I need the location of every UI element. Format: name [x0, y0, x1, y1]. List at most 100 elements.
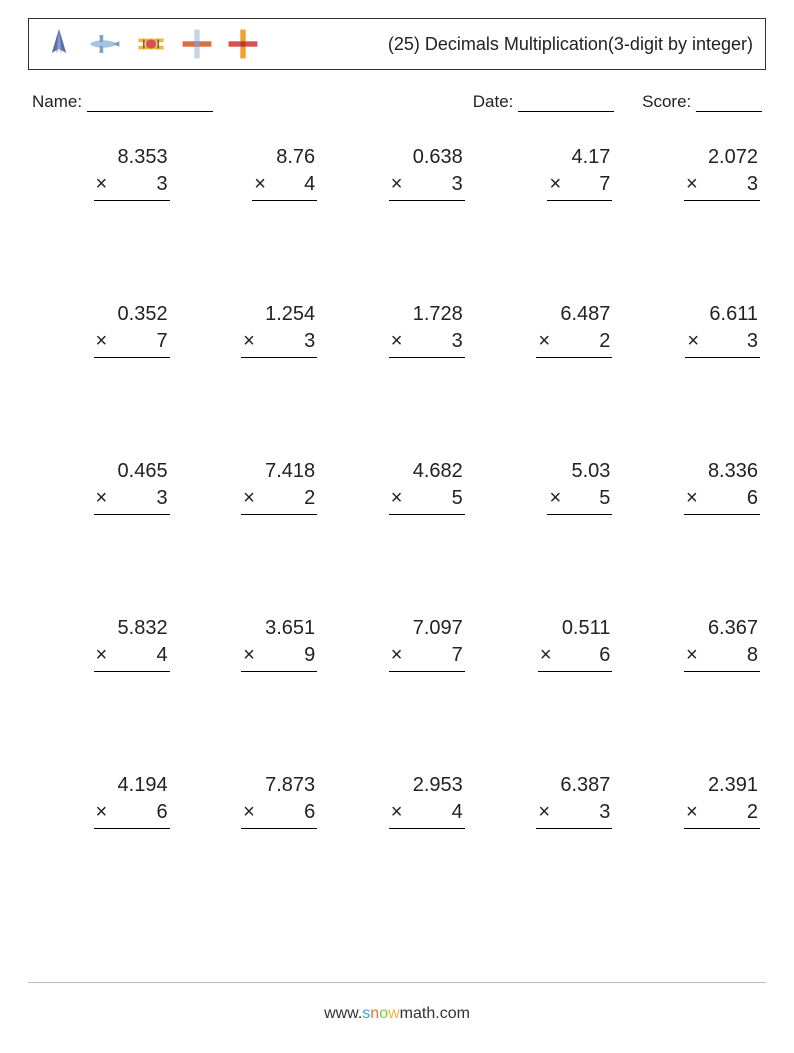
operator: × [684, 799, 698, 826]
multiplier: 9 [268, 642, 315, 669]
problem: 7.418× 2 [182, 458, 318, 515]
cross-plane2-icon [225, 26, 261, 62]
problem: 2.391× 2 [624, 772, 760, 829]
multiplicand: 7.418 [241, 458, 317, 485]
multiplicand: 4.17 [547, 144, 612, 171]
problem: 4.17×7 [477, 144, 613, 201]
jet-plane-icon [87, 26, 123, 62]
multiplicand: 2.072 [684, 144, 760, 171]
multiplier: 2 [711, 799, 758, 826]
multiplier: 4 [120, 642, 167, 669]
operator: × [252, 171, 266, 198]
multiplier: 7 [416, 642, 463, 669]
operator: × [241, 485, 255, 512]
multiplicand: 7.873 [241, 772, 317, 799]
multiplicand: 3.651 [241, 615, 317, 642]
operator: × [389, 171, 403, 198]
operator: × [684, 171, 698, 198]
problem: 4.194× 6 [34, 772, 170, 829]
footer-rule [28, 982, 766, 983]
footer-w: w [388, 1005, 400, 1022]
multiplier: 4 [416, 799, 463, 826]
name-blank[interactable] [87, 93, 213, 112]
footer-prefix: www. [324, 1005, 362, 1022]
operator: × [389, 799, 403, 826]
multiplier: 5 [416, 485, 463, 512]
score-blank[interactable] [696, 93, 762, 112]
multiplicand: 0.465 [94, 458, 170, 485]
problem: 8.76×4 [182, 144, 318, 201]
operator: × [241, 799, 255, 826]
rocket-icon [41, 26, 77, 62]
problem: 2.072× 3 [624, 144, 760, 201]
operator: × [536, 328, 550, 355]
multiplicand: 6.487 [536, 301, 612, 328]
problem: 5.03×5 [477, 458, 613, 515]
date-label: Date: [473, 92, 514, 111]
multiplier: 3 [711, 328, 758, 355]
multiplicand: 4.194 [94, 772, 170, 799]
multiplicand: 4.682 [389, 458, 465, 485]
worksheet-title: (25) Decimals Multiplication(3-digit by … [388, 34, 753, 55]
problem: 8.336× 6 [624, 458, 760, 515]
multiplier: 5 [563, 485, 610, 512]
name-label: Name: [32, 92, 82, 111]
footer-o: o [379, 1005, 388, 1022]
multiplier: 3 [711, 171, 758, 198]
multiplier: 7 [120, 328, 167, 355]
multiplier: 3 [120, 171, 167, 198]
problem: 0.465× 3 [34, 458, 170, 515]
multiplier: 3 [120, 485, 167, 512]
footer-suffix: math.com [400, 1005, 470, 1022]
multiplicand: 1.254 [241, 301, 317, 328]
multiplicand: 0.352 [94, 301, 170, 328]
score-label: Score: [642, 92, 691, 111]
multiplicand: 5.03 [547, 458, 612, 485]
operator: × [684, 485, 698, 512]
operator: × [685, 328, 699, 355]
operator: × [94, 171, 108, 198]
multiplicand: 8.336 [684, 458, 760, 485]
multiplicand: 6.611 [685, 301, 760, 328]
multiplicand: 6.367 [684, 615, 760, 642]
problem: 0.511×6 [477, 615, 613, 672]
multiplier: 7 [563, 171, 610, 198]
operator: × [547, 171, 561, 198]
cross-plane-icon [179, 26, 215, 62]
problem: 0.638×3 [329, 144, 465, 201]
operator: × [389, 485, 403, 512]
multiplicand: 6.387 [536, 772, 612, 799]
operator: × [94, 485, 108, 512]
multiplicand: 0.638 [389, 144, 465, 171]
multiplier: 3 [416, 328, 463, 355]
operator: × [389, 328, 403, 355]
multiplier: 3 [268, 328, 315, 355]
problem: 6.367× 8 [624, 615, 760, 672]
multiplier: 2 [563, 328, 610, 355]
multiplicand: 5.832 [94, 615, 170, 642]
multiplier: 6 [120, 799, 167, 826]
multiplicand: 8.353 [94, 144, 170, 171]
operator: × [684, 642, 698, 669]
problem: 8.353× 3 [34, 144, 170, 201]
operator: × [94, 642, 108, 669]
problem: 7.097×7 [329, 615, 465, 672]
problem: 2.953×4 [329, 772, 465, 829]
multiplicand: 7.097 [389, 615, 465, 642]
operator: × [94, 799, 108, 826]
multiplicand: 2.391 [684, 772, 760, 799]
operator: × [536, 799, 550, 826]
worksheet-header: (25) Decimals Multiplication(3-digit by … [28, 18, 766, 70]
multiplier: 6 [711, 485, 758, 512]
operator: × [241, 328, 255, 355]
date-blank[interactable] [518, 93, 614, 112]
operator: × [241, 642, 255, 669]
multiplier: 4 [268, 171, 315, 198]
multiplicand: 0.511 [538, 615, 613, 642]
problem: 7.873× 6 [182, 772, 318, 829]
problem: 5.832× 4 [34, 615, 170, 672]
multiplier: 8 [711, 642, 758, 669]
multiplier: 2 [268, 485, 315, 512]
footer-url: www.snowmath.com [0, 1005, 794, 1023]
multiplier: 6 [268, 799, 315, 826]
